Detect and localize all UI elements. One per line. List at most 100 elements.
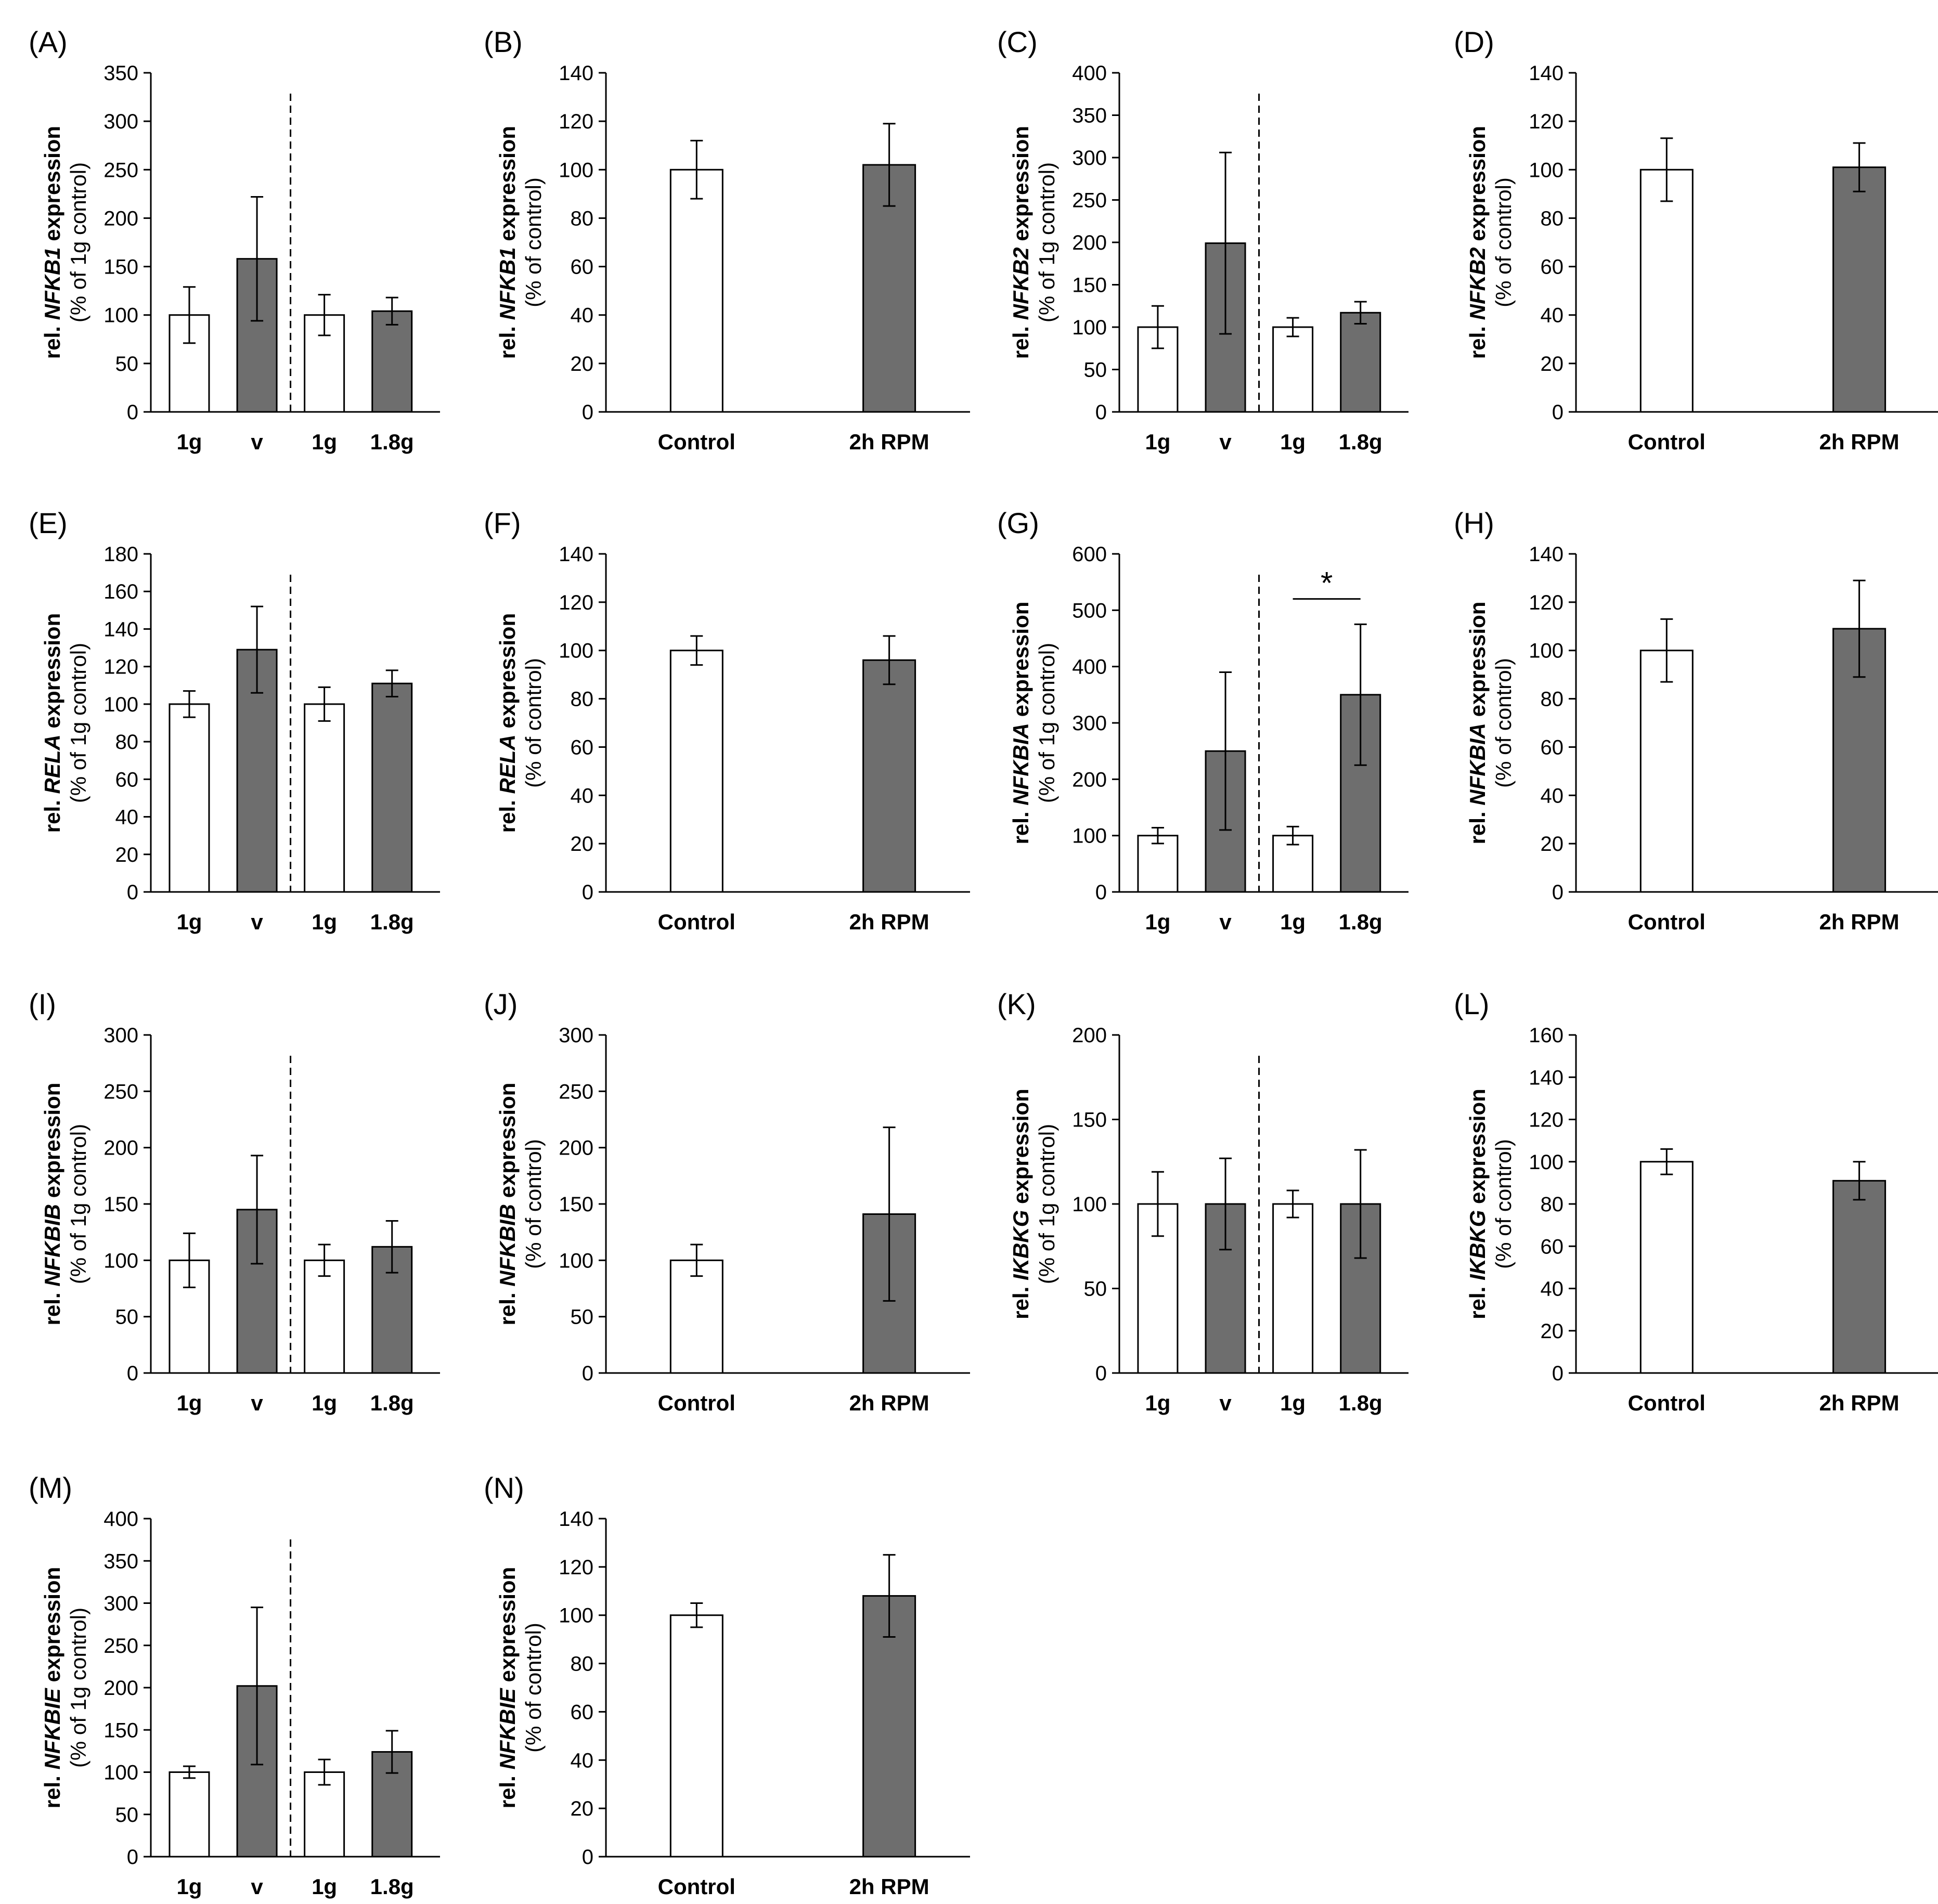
y-tick-label: 400 [1072,62,1107,85]
y-tick-label: 350 [1072,105,1107,127]
y-tick-label: 160 [1529,1024,1564,1047]
y-axis-label: rel. NFKBIE expression [40,1567,64,1809]
y-axis-label: rel. IKBKG expression [1465,1089,1490,1319]
y-tick-label: 50 [1084,1278,1107,1301]
y-tick-label: 300 [559,1024,593,1047]
chart-panel: (F) 0 20 40 60 80 100 120 140 rel. RELA expressio… [484,507,970,934]
y-tick-label: 150 [1072,274,1107,297]
y-tick-label: 0 [1095,1362,1107,1385]
x-tick-label: 2h RPM [1819,430,1900,454]
y-tick-label: 100 [559,1604,593,1627]
y-tick-label: 40 [1541,1278,1564,1301]
panel-label: (B) [484,25,523,58]
y-axis-label-units: (% of control) [521,658,546,788]
x-tick-label: 1g [1280,910,1306,934]
y-tick-label: 0 [1552,401,1564,424]
y-tick-label: 300 [1072,147,1107,170]
bar [669,169,723,413]
y-axis-label-units: (% of 1g control) [1035,162,1059,322]
panel-label: (F) [484,507,521,539]
y-tick-label: 50 [115,353,139,375]
y-tick-label: 100 [559,1249,593,1272]
y-axis-label: rel. NFKB2 expression [1009,126,1033,359]
y-tick-label: 20 [571,833,594,856]
x-tick-label: 2h RPM [849,430,929,454]
panel-label: (A) [29,25,68,58]
y-tick-label: 300 [104,1024,138,1047]
bar [862,659,916,893]
bar [1340,312,1381,413]
y-tick-label: 250 [104,159,138,182]
y-tick-label: 300 [104,110,138,133]
x-tick-label: Control [658,1874,735,1899]
bar [1272,1203,1314,1374]
chart-panel: (L) 0 20 40 60 80 100 120 140 160 rel. IKBKG expre… [1454,988,1938,1415]
y-tick-label: 0 [1552,881,1564,904]
bar [1639,650,1694,893]
y-tick-label: 100 [104,1761,138,1784]
bar [371,310,413,413]
bar [371,1246,413,1374]
x-tick-label: 1.8g [1339,1391,1383,1415]
x-tick-label: 2h RPM [849,1391,929,1415]
panel-label: (E) [29,507,68,539]
chart-panel: (H) 0 20 40 60 80 100 120 140 rel. NFKBIA express… [1454,507,1938,934]
bar [1832,1180,1887,1374]
y-tick-label: 150 [104,256,138,279]
chart-panel: (N) 0 20 40 60 80 100 120 140 rel. NFKBIE express… [484,1471,970,1899]
y-tick-label: 20 [571,1797,594,1820]
y-tick-label: 100 [1529,1151,1564,1174]
y-tick-label: 140 [1529,62,1564,85]
y-tick-label: 400 [1072,656,1107,679]
y-axis-label-units: (% of 1g control) [66,162,91,322]
y-tick-label: 0 [127,1846,138,1869]
panel-label: (D) [1454,25,1494,58]
chart-panel: (E) 0 20 40 60 80 100 120 140 160 180 rel. RELA exp… [29,507,440,934]
y-tick-label: 100 [104,1249,138,1272]
bar [669,650,723,893]
y-tick-label: 0 [127,881,138,904]
chart-panel: (G) 0 100 200 300 400 500 600 rel. NFKBIA expres… [997,507,1409,934]
y-axis-label-units: (% of 1g control) [66,1124,91,1284]
y-tick-label: 20 [115,844,139,866]
y-tick-label: 0 [582,1362,593,1385]
x-tick-label: 1g [176,1874,202,1899]
x-tick-label: v [1219,1391,1232,1415]
y-tick-label: 100 [559,159,593,182]
y-tick-label: 50 [1084,359,1107,382]
y-axis-label: rel. NFKBIA expression [1465,602,1490,845]
x-tick-label: Control [1628,430,1706,454]
x-tick-label: 2h RPM [1819,1391,1900,1415]
y-axis-label-units: (% of control) [521,1623,546,1753]
y-axis-label: rel. NFKB1 expression [40,126,64,359]
y-tick-label: 200 [104,1677,138,1700]
chart-panel: (A) 0 50 100 150 200 250 300 350 rel. NFKB1 expre… [29,25,440,454]
y-tick-label: 300 [1072,712,1107,735]
x-tick-label: Control [1628,910,1706,934]
x-tick-label: 1g [1145,430,1170,454]
y-tick-label: 100 [104,693,138,716]
bar [169,1771,210,1858]
panel-label: (H) [1454,507,1494,539]
y-tick-label: 50 [571,1306,594,1329]
y-axis-label: rel. RELA expression [40,613,64,833]
y-axis-label: rel. RELA expression [495,613,520,833]
x-tick-label: 1g [176,1391,202,1415]
x-tick-label: Control [658,1391,735,1415]
x-tick-label: 1g [176,910,202,934]
y-tick-label: 80 [1541,1193,1564,1216]
y-tick-label: 80 [571,207,594,230]
y-tick-label: 100 [1072,825,1107,848]
y-tick-label: 40 [571,784,594,807]
y-tick-label: 140 [559,1508,593,1531]
y-tick-label: 250 [1072,189,1107,212]
y-tick-label: 20 [571,353,594,375]
y-tick-label: 60 [1541,736,1564,759]
bar [236,258,278,413]
y-axis-label-units: (% of control) [1491,658,1516,788]
y-tick-label: 200 [1072,231,1107,254]
y-tick-label: 120 [1529,591,1564,614]
y-tick-label: 40 [1541,304,1564,327]
y-tick-label: 100 [1072,316,1107,339]
